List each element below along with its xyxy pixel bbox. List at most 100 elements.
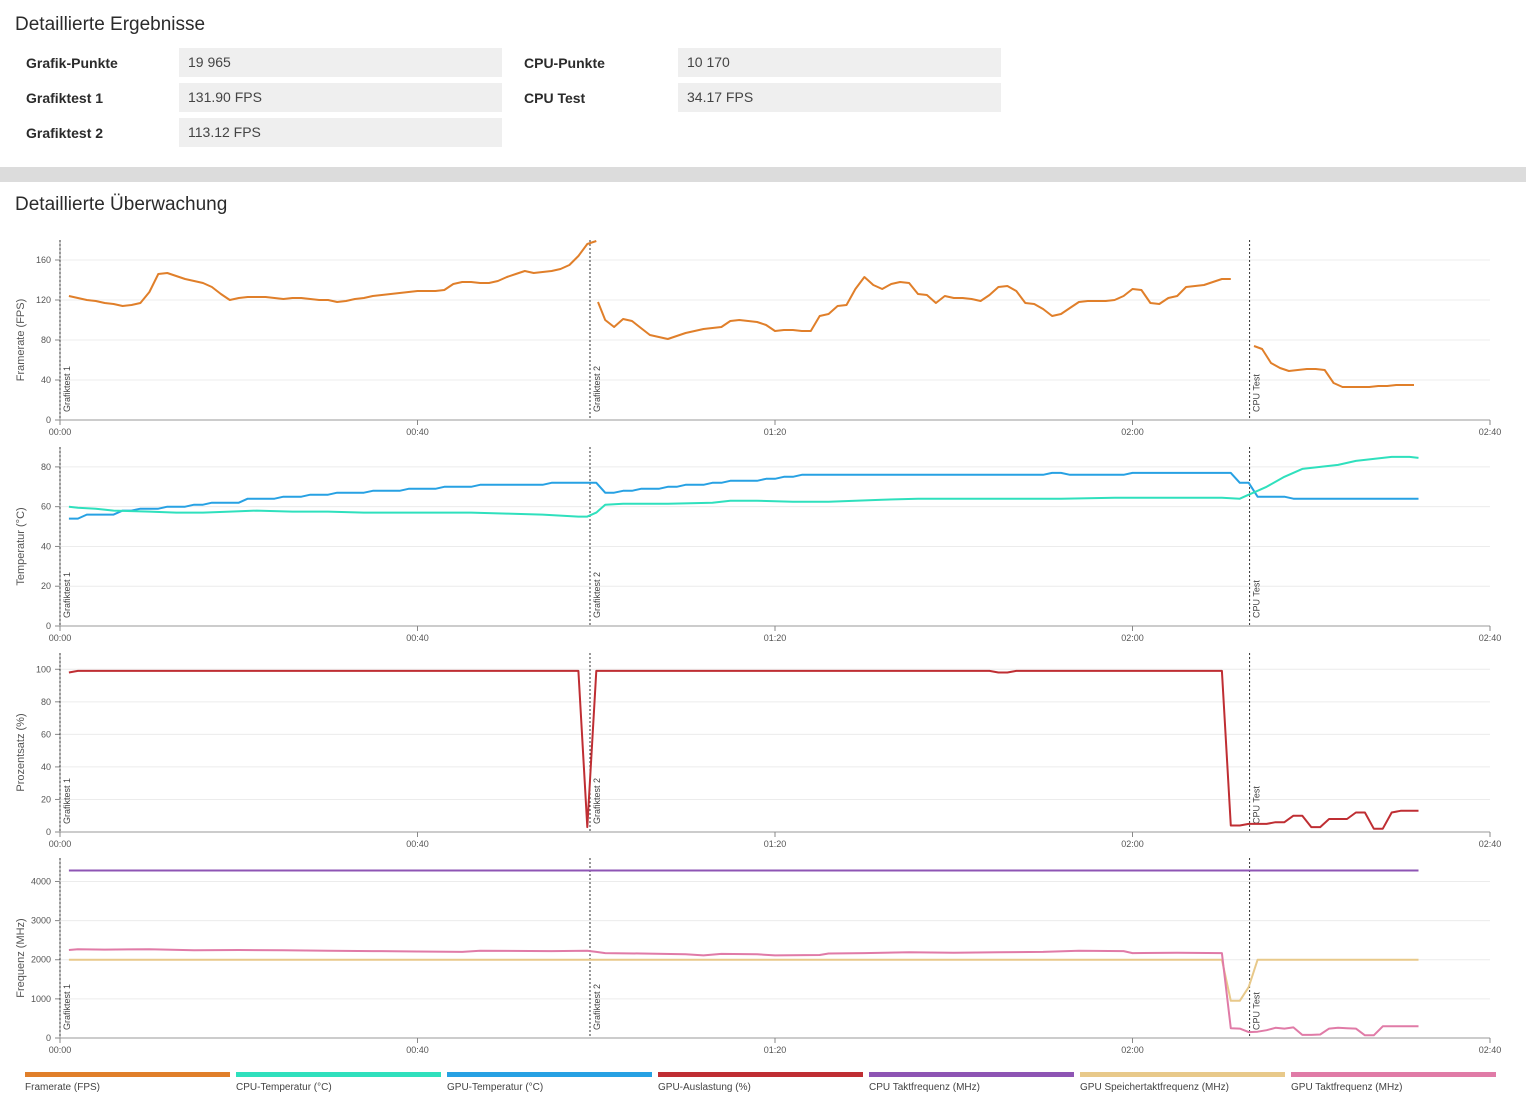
legend-color-swatch <box>447 1072 652 1077</box>
x-tick-label: 01:20 <box>764 633 787 643</box>
test-marker-label: CPU Test <box>1252 786 1262 824</box>
cpu-score-label: CPU-Punkte <box>524 55 605 71</box>
x-tick-label: 02:00 <box>1121 633 1144 643</box>
y-tick-label: 1000 <box>31 994 51 1004</box>
x-tick-label: 01:20 <box>764 1045 787 1055</box>
legend-item-gpu_mem_clock[interactable]: GPU Speichertaktfrequenz (MHz) <box>1080 1072 1285 1094</box>
cpu-test-value: 34.17 FPS <box>678 83 1001 112</box>
monitoring-charts: 0 40 80 120 160 00:00 00:40 01:20 02:00 02:40 Fram… <box>15 240 1502 1055</box>
test-marker-label: Grafiktest 1 <box>62 366 72 412</box>
x-tick-label: 00:40 <box>406 1045 429 1055</box>
legend-item-cpu_clock[interactable]: CPU Taktfrequenz (MHz) <box>869 1072 1074 1094</box>
legend-color-swatch <box>658 1072 863 1077</box>
legend-label: Framerate (FPS) <box>25 1082 101 1093</box>
test-marker-label: Grafiktest 2 <box>592 778 602 824</box>
x-tick-label: 00:00 <box>49 839 72 849</box>
y-axis-label: Prozentsatz (%) <box>15 713 27 791</box>
x-tick-label: 02:00 <box>1121 839 1144 849</box>
test-marker-label: Grafiktest 2 <box>592 366 602 412</box>
graphics-test-2-value: 113.12 FPS <box>179 118 502 147</box>
y-tick-label: 40 <box>41 375 51 385</box>
series-line-gpu_temp <box>68 471 1419 520</box>
legend-item-gpu_temp[interactable]: GPU-Temperatur (°C) <box>447 1072 652 1094</box>
legend-color-swatch <box>1291 1072 1496 1077</box>
y-tick-label: 0 <box>46 621 51 631</box>
x-tick-label: 00:00 <box>49 633 72 643</box>
x-tick-label: 02:00 <box>1121 1045 1144 1055</box>
legend-color-swatch <box>1080 1072 1285 1077</box>
y-tick-label: 80 <box>41 697 51 707</box>
test-marker-label: Grafiktest 1 <box>62 572 72 618</box>
y-tick-label: 40 <box>41 541 51 551</box>
legend-color-swatch <box>869 1072 1074 1077</box>
y-tick-label: 80 <box>41 335 51 345</box>
series-line-gpu_mem_clock <box>68 958 1419 1002</box>
y-tick-label: 60 <box>41 502 51 512</box>
legend-label: GPU-Temperatur (°C) <box>447 1082 544 1093</box>
test-marker-label: Grafiktest 1 <box>62 778 72 824</box>
legend-label: GPU Speichertaktfrequenz (MHz) <box>1080 1082 1229 1093</box>
x-tick-label: 00:40 <box>406 427 429 437</box>
x-tick-label: 02:40 <box>1479 1045 1502 1055</box>
y-axis-label: Framerate (FPS) <box>15 299 27 382</box>
legend-label: GPU-Auslastung (%) <box>658 1082 751 1093</box>
graphics-score-label: Grafik-Punkte <box>26 55 118 71</box>
legend-label: CPU Taktfrequenz (MHz) <box>869 1082 980 1093</box>
y-tick-label: 20 <box>41 794 51 804</box>
graphics-test-1-value: 131.90 FPS <box>179 83 502 112</box>
legend-color-swatch <box>25 1072 230 1077</box>
x-tick-label: 02:00 <box>1121 427 1144 437</box>
x-tick-label: 00:40 <box>406 839 429 849</box>
cpu-test-label: CPU Test <box>524 90 586 106</box>
series-line-cpu_temp <box>68 455 1419 518</box>
cpu-score-value: 10 170 <box>678 48 1001 77</box>
x-tick-label: 00:00 <box>49 1045 72 1055</box>
legend-label: CPU-Temperatur (°C) <box>236 1082 332 1093</box>
x-tick-label: 01:20 <box>764 427 787 437</box>
series-line-gpu_load <box>68 669 1419 830</box>
x-tick-label: 02:40 <box>1479 427 1502 437</box>
series-line-fps <box>597 276 1231 340</box>
test-marker-label: CPU Test <box>1252 374 1262 412</box>
legend-item-fps[interactable]: Framerate (FPS) <box>25 1072 230 1094</box>
graphics-score-value: 19 965 <box>179 48 502 77</box>
y-tick-label: 40 <box>41 762 51 772</box>
y-tick-label: 0 <box>46 827 51 837</box>
legend-item-gpu_load[interactable]: GPU-Auslastung (%) <box>658 1072 863 1094</box>
graphics-test-2-label: Grafiktest 2 <box>26 125 104 141</box>
y-tick-label: 120 <box>36 295 51 305</box>
x-tick-label: 02:40 <box>1479 839 1502 849</box>
legend-color-swatch <box>236 1072 441 1077</box>
monitoring-title: Detaillierte Überwachung <box>15 194 228 215</box>
y-tick-label: 2000 <box>31 955 51 965</box>
y-tick-label: 0 <box>46 1033 51 1043</box>
x-tick-label: 01:20 <box>764 839 787 849</box>
graphics-test-1-label: Grafiktest 1 <box>26 90 104 106</box>
x-tick-label: 00:40 <box>406 633 429 643</box>
test-marker-label: CPU Test <box>1252 992 1262 1030</box>
test-marker-label: CPU Test <box>1252 580 1262 618</box>
y-tick-label: 60 <box>41 729 51 739</box>
y-tick-label: 160 <box>36 255 51 265</box>
series-line-fps <box>1253 345 1414 388</box>
test-marker-label: Grafiktest 2 <box>592 572 602 618</box>
series-line-fps <box>68 240 597 307</box>
x-tick-label: 02:40 <box>1479 633 1502 643</box>
test-marker-label: Grafiktest 2 <box>592 984 602 1030</box>
test-marker-label: Grafiktest 1 <box>62 984 72 1030</box>
y-axis-label: Frequenz (MHz) <box>15 918 27 997</box>
y-tick-label: 3000 <box>31 916 51 926</box>
y-tick-label: 80 <box>41 462 51 472</box>
results-title: Detaillierte Ergebnisse <box>15 14 206 35</box>
series-line-gpu_clock <box>68 948 1419 1037</box>
y-tick-label: 100 <box>36 664 51 674</box>
section-divider <box>0 167 1526 182</box>
legend-item-cpu_temp[interactable]: CPU-Temperatur (°C) <box>236 1072 441 1094</box>
y-tick-label: 20 <box>41 581 51 591</box>
y-axis-label: Temperatur (°C) <box>15 507 27 585</box>
y-tick-label: 4000 <box>31 876 51 886</box>
y-tick-label: 0 <box>46 415 51 425</box>
legend-item-gpu_clock[interactable]: GPU Taktfrequenz (MHz) <box>1291 1072 1496 1094</box>
x-tick-label: 00:00 <box>49 427 72 437</box>
legend-label: GPU Taktfrequenz (MHz) <box>1291 1082 1403 1093</box>
